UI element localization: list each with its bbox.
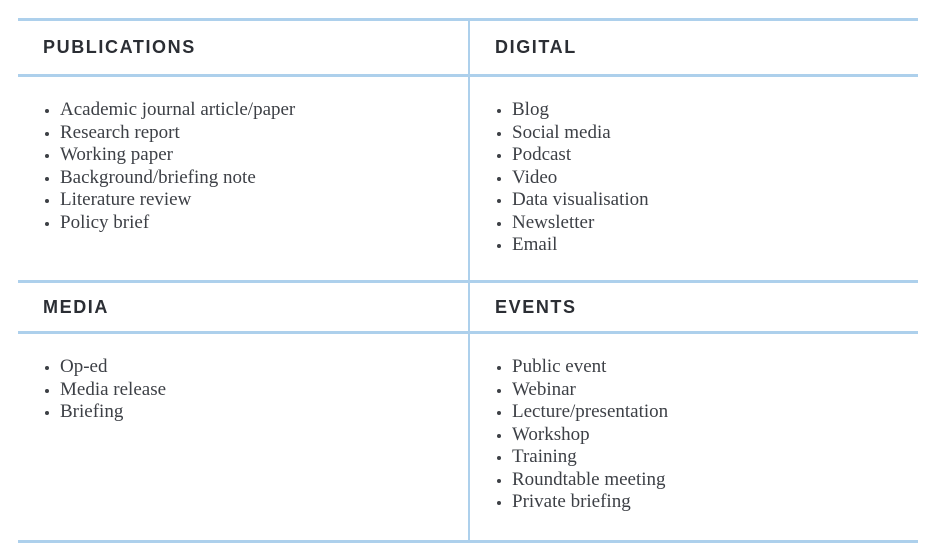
list-item: Webinar bbox=[495, 379, 904, 402]
list-item: Podcast bbox=[495, 144, 904, 167]
list-item-label: Working paper bbox=[60, 144, 173, 165]
content-types-table: PUBLICATIONS DIGITAL Academic journal ar… bbox=[18, 18, 918, 543]
bullet-icon bbox=[497, 456, 501, 460]
list-item-label: Research report bbox=[60, 121, 180, 143]
list-item: Training bbox=[495, 446, 904, 469]
section-body-digital: Blog Social media Podcast Video bbox=[470, 77, 918, 280]
list-item-label: Newsletter bbox=[512, 211, 595, 233]
list-item: Briefing bbox=[43, 401, 454, 424]
list-item-label: Email bbox=[512, 234, 558, 255]
list-item-label: Blog bbox=[512, 99, 549, 120]
list-item-label: Workshop bbox=[512, 423, 590, 445]
list-item: Op-ed bbox=[43, 356, 454, 379]
bullet-icon bbox=[45, 176, 49, 181]
section-body-publications: Academic journal article/paper Research … bbox=[18, 77, 470, 280]
bullet-icon bbox=[497, 199, 501, 203]
bullet-icon bbox=[497, 501, 501, 505]
list-item: Working paper bbox=[43, 144, 454, 167]
section-header-media: MEDIA bbox=[18, 280, 470, 334]
bullet-icon bbox=[497, 433, 501, 438]
bullet-icon bbox=[497, 221, 501, 226]
list-item-label: Public event bbox=[512, 356, 607, 377]
list-item: Social media bbox=[495, 122, 904, 145]
bullet-icon bbox=[497, 366, 501, 370]
list-item-label: Data visualisation bbox=[512, 189, 649, 210]
list-item-label: Private briefing bbox=[512, 491, 631, 512]
list-item: Academic journal article/paper bbox=[43, 99, 454, 122]
list-item: Email bbox=[495, 234, 904, 257]
list-item: Literature review bbox=[43, 189, 454, 212]
bullet-icon bbox=[497, 176, 501, 181]
list-item-label: Podcast bbox=[512, 144, 572, 165]
bullet-icon bbox=[497, 411, 501, 415]
list-item-label: Roundtable meeting bbox=[512, 468, 666, 490]
list-item: Data visualisation bbox=[495, 189, 904, 212]
list-item: Private briefing bbox=[495, 491, 904, 514]
bullet-icon bbox=[45, 411, 49, 415]
media-list: Op-ed Media release Briefing bbox=[43, 356, 454, 424]
list-item: Research report bbox=[43, 122, 454, 145]
bullet-icon bbox=[45, 131, 49, 136]
list-item: Roundtable meeting bbox=[495, 469, 904, 492]
list-item-label: Literature review bbox=[60, 189, 192, 210]
list-item: Newsletter bbox=[495, 212, 904, 235]
list-item-label: Training bbox=[512, 446, 577, 467]
bullet-icon bbox=[497, 131, 501, 136]
list-item: Background/briefing note bbox=[43, 167, 454, 190]
section-title-publications: PUBLICATIONS bbox=[43, 37, 196, 57]
list-item-label: Media release bbox=[60, 378, 167, 400]
section-title-digital: DIGITAL bbox=[495, 37, 577, 57]
section-title-events: EVENTS bbox=[495, 296, 577, 317]
list-item-label: Webinar bbox=[512, 378, 576, 400]
list-item: Workshop bbox=[495, 424, 904, 447]
publications-list: Academic journal article/paper Research … bbox=[43, 99, 454, 234]
list-item-label: Academic journal article/paper bbox=[60, 99, 296, 120]
list-item: Lecture/presentation bbox=[495, 401, 904, 424]
bullet-icon bbox=[497, 388, 501, 393]
bullet-icon bbox=[497, 478, 501, 483]
list-item-label: Social media bbox=[512, 121, 611, 143]
list-item-label: Policy brief bbox=[60, 211, 150, 233]
list-item: Policy brief bbox=[43, 212, 454, 235]
bullet-icon bbox=[45, 221, 49, 226]
list-item: Public event bbox=[495, 356, 904, 379]
bullet-icon bbox=[497, 154, 501, 158]
events-list: Public event Webinar Lecture/presentatio… bbox=[495, 356, 904, 514]
list-item-label: Background/briefing note bbox=[60, 166, 256, 188]
list-item-label: Briefing bbox=[60, 401, 124, 422]
digital-list: Blog Social media Podcast Video bbox=[495, 99, 904, 257]
section-header-events: EVENTS bbox=[470, 280, 918, 334]
section-title-media: MEDIA bbox=[43, 296, 109, 317]
list-item: Video bbox=[495, 167, 904, 190]
section-body-events: Public event Webinar Lecture/presentatio… bbox=[470, 334, 918, 540]
section-body-media: Op-ed Media release Briefing bbox=[18, 334, 470, 540]
bullet-icon bbox=[497, 109, 501, 113]
list-item: Blog bbox=[495, 99, 904, 122]
list-item-label: Lecture/presentation bbox=[512, 401, 669, 422]
bullet-icon bbox=[45, 199, 49, 203]
list-item-label: Video bbox=[512, 166, 558, 188]
bullet-icon bbox=[45, 366, 49, 370]
list-item-label: Op-ed bbox=[60, 356, 108, 377]
bullet-icon bbox=[45, 388, 49, 393]
bullet-icon bbox=[45, 154, 49, 158]
bullet-icon bbox=[497, 244, 501, 248]
list-item: Media release bbox=[43, 379, 454, 402]
section-header-digital: DIGITAL bbox=[470, 21, 918, 77]
bullet-icon bbox=[45, 109, 49, 113]
section-header-publications: PUBLICATIONS bbox=[18, 21, 470, 77]
